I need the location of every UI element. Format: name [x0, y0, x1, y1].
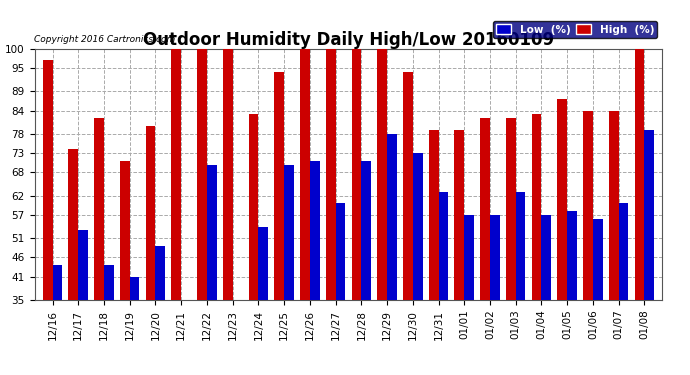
Bar — [609, 111, 619, 300]
Bar — [558, 99, 567, 300]
Bar — [146, 126, 155, 300]
Bar — [542, 215, 551, 300]
Bar — [68, 149, 78, 300]
Bar — [583, 111, 593, 300]
Bar — [258, 226, 268, 300]
Bar — [413, 153, 422, 300]
Bar — [387, 134, 397, 300]
Bar — [95, 118, 104, 300]
Bar — [506, 118, 515, 300]
Bar — [455, 130, 464, 300]
Bar — [567, 211, 577, 300]
Bar — [335, 203, 346, 300]
Legend: Low  (%), High  (%): Low (%), High (%) — [493, 21, 657, 38]
Bar — [644, 130, 654, 300]
Bar — [43, 60, 52, 300]
Bar — [275, 72, 284, 300]
Bar — [78, 230, 88, 300]
Bar — [490, 215, 500, 300]
Bar — [223, 49, 233, 300]
Bar — [532, 114, 542, 300]
Bar — [362, 161, 371, 300]
Bar — [351, 49, 362, 300]
Bar — [130, 277, 139, 300]
Title: Outdoor Humidity Daily High/Low 20160109: Outdoor Humidity Daily High/Low 20160109 — [143, 31, 554, 49]
Bar — [284, 165, 294, 300]
Bar — [197, 49, 207, 300]
Bar — [248, 114, 258, 300]
Bar — [515, 192, 526, 300]
Bar — [635, 49, 644, 300]
Bar — [120, 161, 130, 300]
Bar — [439, 192, 449, 300]
Bar — [171, 49, 181, 300]
Text: Copyright 2016 Cartronics.com: Copyright 2016 Cartronics.com — [34, 35, 176, 44]
Bar — [300, 49, 310, 300]
Bar — [52, 265, 62, 300]
Bar — [377, 49, 387, 300]
Bar — [464, 215, 474, 300]
Bar — [104, 265, 114, 300]
Bar — [593, 219, 602, 300]
Bar — [326, 49, 335, 300]
Bar — [403, 72, 413, 300]
Bar — [480, 118, 490, 300]
Bar — [207, 165, 217, 300]
Bar — [428, 130, 439, 300]
Bar — [155, 246, 165, 300]
Bar — [619, 203, 629, 300]
Bar — [310, 161, 319, 300]
